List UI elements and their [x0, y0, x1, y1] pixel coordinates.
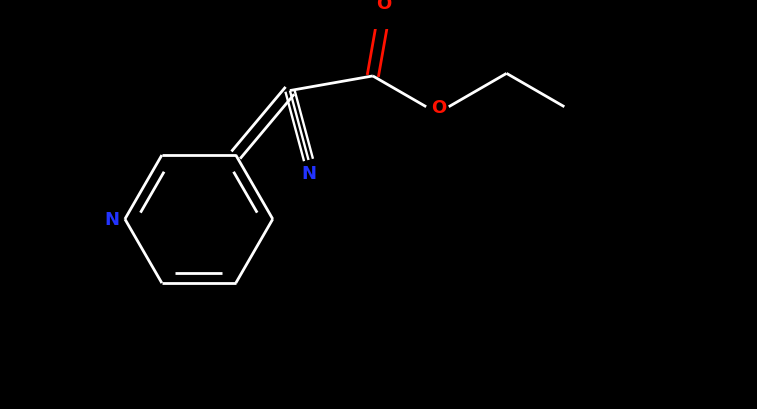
Text: N: N — [104, 211, 119, 229]
Text: N: N — [301, 165, 316, 183]
Text: O: O — [376, 0, 391, 13]
Text: O: O — [431, 99, 446, 117]
